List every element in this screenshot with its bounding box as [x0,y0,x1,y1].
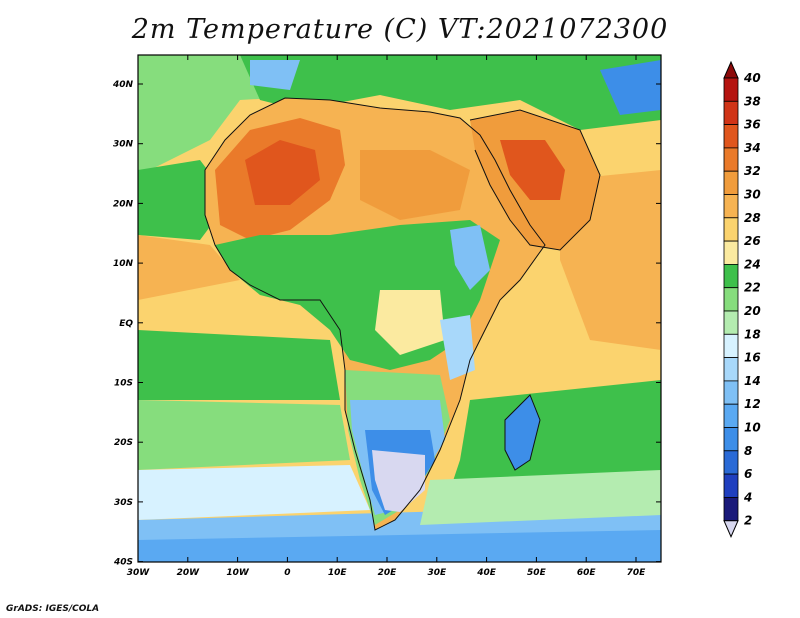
africa-coastline [204,97,546,531]
colorbar-label: 34 [744,141,761,155]
lon-tick-label: 60E [577,568,597,578]
lat-tick-label: EQ [119,319,133,329]
lat-tick-label: 30S [114,498,133,508]
colorbar-label: 14 [744,374,761,388]
lat-tick-label: 30N [113,140,134,150]
colorbar-segment [723,170,739,195]
colorbar-label: 2 [744,514,752,528]
lon-tick-label: 30E [427,568,447,578]
colorbar-segment [723,124,739,149]
lon-tick-label: 70E [627,568,647,578]
lat-tick-label: 20N [113,199,134,209]
lon-tick-label: 0 [284,568,290,578]
lon-tick-label: 10E [328,568,348,578]
colorbar-label: 6 [744,467,752,481]
colorbar-label: 26 [744,234,761,248]
colorbar-label: 28 [744,211,761,225]
colorbar-segment [723,194,739,219]
colorbar-segment [723,240,739,265]
highveld-coldest [372,450,425,512]
colorbar-label: 10 [744,421,761,435]
europe-asia-field [240,55,661,130]
south-atlantic-cool-band [138,465,370,520]
lat-tick-label: 10N [113,259,134,269]
map-frame [137,54,662,563]
arabia-coastline [469,109,601,251]
colorbar-segment [723,380,739,405]
colorbar-label: 18 [744,327,761,341]
colorbar-segment [723,217,739,242]
colorbar-label: 16 [744,351,761,365]
sahara-hot-core [245,140,320,205]
credit-text: GrADS: IGES/COLA [6,604,100,614]
southern-ocean-cold-band [138,530,661,562]
colorbar-label: 12 [744,397,761,411]
lon-tick-label: 20E [378,568,398,578]
south-indian-cool-band [420,470,661,525]
colorbar-segment [723,427,739,452]
colorbar-segment [723,496,739,522]
lon-tick-label: 40E [476,568,497,578]
colorbar-segment [723,450,739,475]
colorbar-segment [723,147,739,172]
colorbar-label: 40 [743,71,761,85]
colorbar-segment [723,287,739,312]
congo-basin-field [375,290,445,355]
colorbar-label: 32 [744,164,761,178]
colorbar-top-arrow [723,60,739,79]
colorbar-label: 36 [744,118,761,132]
colorbar-label: 38 [744,94,761,108]
east-african-highlands-cool [440,315,475,380]
madagascar-coastline [504,394,541,471]
ethiopian-highlands-cool [450,225,490,290]
colorbar-segment [723,310,739,335]
lat-tick-label: 10S [114,379,133,389]
iberia-cool [250,60,300,90]
colorbar-segment [723,263,739,289]
colorbar-label: 8 [744,444,752,458]
lat-tick-label: 40N [112,80,134,90]
lat-tick-label: 20S [114,438,133,448]
south-atlantic-warm-band [138,330,340,400]
lon-tick-label: 50E [527,568,547,578]
colorbar-label: 20 [744,304,761,318]
iranian-plateau-cool [600,60,661,115]
lat-tick-label: 40S [113,558,133,568]
libyan-desert-field [360,150,470,220]
chart-title: 2m Temperature (C) VT:2021072300 [131,14,669,45]
lon-tick-label: 20W [177,568,201,578]
colorbar-segment [723,100,739,126]
colorbar-segment [723,473,739,498]
madagascar [505,395,540,470]
colorbar-segment [723,403,739,428]
colorbar-label: 22 [744,281,761,295]
south-atlantic-mid-band [138,400,350,470]
colorbar-bottom-arrow [723,520,739,538]
temperature-field [138,55,661,562]
colorbar-label: 30 [744,188,761,202]
arabian-hot-core [500,140,565,200]
tropical-atlantic-field [138,235,240,300]
colorbar-label: 24 [744,257,761,271]
colorbar: 40 38 36 34 32 30 28 26 24 22 20 18 16 14 12 10 8 6 4 2 [723,60,761,538]
colorbar-label: 4 [743,490,752,504]
latitude-axis: 40N 30N 20N 10N EQ 10S 20S 30S 40S [112,80,661,568]
colorbar-segment [723,357,739,382]
longitude-axis: 30W 20W 10W 0 10E 20E 30E 40E 50E 60E 70E [127,55,646,578]
lon-tick-label: 30W [127,568,151,578]
lon-tick-label: 10W [226,568,250,578]
colorbar-segment [723,77,739,102]
colorbar-segment [723,333,739,358]
